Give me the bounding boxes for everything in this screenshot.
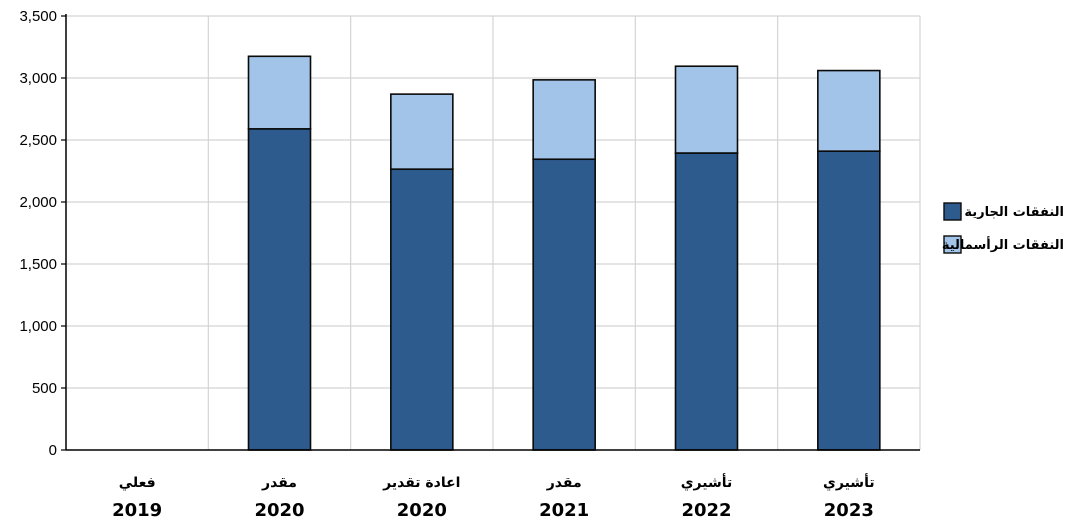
- grid-lines: [66, 15, 921, 450]
- bar-current-expenditure: [390, 168, 454, 451]
- x-tick-label-year: 2021: [539, 500, 589, 521]
- y-tick-label: 500: [32, 380, 57, 397]
- legend-label-capital: النفقات الرأسمالية: [942, 236, 1064, 253]
- bar-current-expenditure: [817, 150, 881, 451]
- legend-swatch-capital: [943, 235, 962, 254]
- y-tick-label: 3,500: [19, 8, 57, 25]
- x-tick-label-year: 2023: [824, 500, 874, 521]
- bar-capital-expenditure: [247, 55, 312, 130]
- x-tick-label-year: 2019: [112, 500, 162, 521]
- x-tick-label-year: 2020: [397, 500, 447, 521]
- x-tick-label-type: فعلي: [119, 475, 156, 491]
- bar-capital-expenditure: [674, 65, 739, 154]
- x-tick-label-year: 2022: [681, 500, 731, 521]
- bars: [247, 55, 881, 451]
- x-tick-label-type: مقدر: [546, 475, 582, 491]
- bar-current-expenditure: [674, 152, 739, 451]
- x-tick-label-type: تأشيري: [681, 473, 733, 492]
- y-tick-label: 1,000: [19, 318, 57, 335]
- axes: [61, 14, 920, 451]
- x-tick-label-type: اعادة تقدير: [382, 475, 460, 491]
- bar-capital-expenditure: [817, 69, 881, 152]
- y-tick-label: 2,000: [19, 194, 57, 211]
- bar-capital-expenditure: [532, 79, 596, 161]
- bar-current-expenditure: [247, 128, 312, 451]
- x-tick-labels: فعلي 2019 مقدر 2020 اعادة تقدير 2020 مقدر 2021 ت…: [112, 473, 874, 521]
- x-tick-label-type: تأشيري: [823, 473, 875, 492]
- legend-label-current: النفقات الجارية: [964, 205, 1064, 220]
- bar-current-expenditure: [532, 158, 596, 451]
- bar-capital-expenditure: [390, 93, 454, 170]
- x-tick-label-type: مقدر: [261, 475, 297, 491]
- y-tick-label: 1,500: [19, 256, 57, 273]
- y-tick-labels: 0 500 1,000 1,500 2,000 2,500 3,000 3,500: [19, 8, 57, 459]
- y-tick-label: 3,000: [19, 70, 57, 87]
- y-tick-label: 0: [49, 442, 57, 459]
- legend: النفقات الجارية النفقات الرأسمالية: [942, 202, 1064, 254]
- legend-swatch-current: [943, 202, 962, 221]
- x-tick-label-year: 2020: [254, 500, 304, 521]
- y-tick-label: 2,500: [19, 132, 57, 149]
